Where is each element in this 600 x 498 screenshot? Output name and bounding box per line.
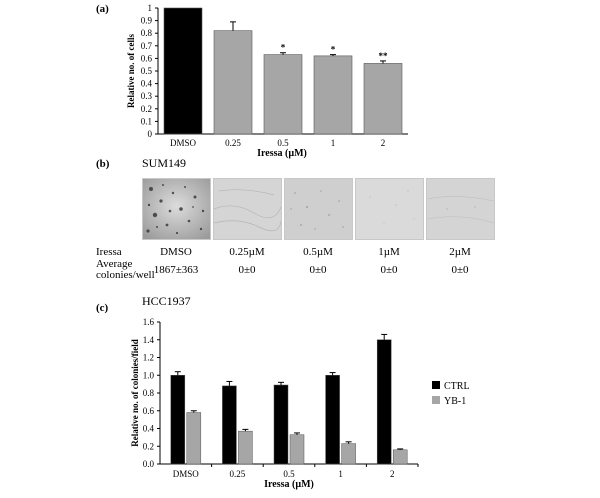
panel-a-bar (213, 30, 253, 135)
colony-count: 0±0 (380, 264, 398, 276)
panel-a-y-label: Relative no. of cells (126, 34, 136, 108)
panel-c-ytick-label: 1.0 (143, 370, 155, 380)
panel-a-ytick-label: 0.8 (141, 28, 153, 38)
panel-a-xtick-label: 0.5 (277, 138, 289, 148)
colony-image-dmso (142, 178, 211, 240)
panel-c-bar-ctrl (222, 385, 237, 465)
panel-a-ytick-label: 1 (148, 3, 153, 13)
legend-yb1-swatch (432, 396, 440, 404)
panel-c-bar-ctrl (170, 375, 186, 465)
colony-count: 0±0 (309, 264, 327, 276)
dose-label: 1µM (378, 246, 400, 258)
colony-count: 0±0 (451, 264, 469, 276)
panel-a-significance: ** (379, 51, 389, 61)
panel-a-xtick-label: 1 (331, 138, 336, 148)
panel-c-ytick-label: 0.2 (143, 441, 154, 451)
legend-ctrl-label: CTRL (444, 381, 470, 392)
dose-label: 2µM (449, 246, 471, 258)
panel-a-ytick-label: 0.2 (141, 104, 152, 114)
panel-c-bar-ctrl (376, 339, 392, 465)
panel-c-xtick-label: DMSO (173, 469, 200, 479)
panel-a-bar (313, 55, 353, 135)
panel-c-bar-ctrl (325, 375, 340, 465)
panel-c-xtick-label: 0.5 (283, 469, 295, 479)
panel-a-ytick-label: 0.3 (141, 91, 153, 101)
panel-a-ytick-label: 0.1 (141, 116, 152, 126)
dose-label: DMSO (160, 246, 192, 258)
colony-count: 1867±363 (153, 264, 199, 276)
panel-a-ytick-label: 0.4 (141, 79, 153, 89)
row-average-label-line1: Average (96, 258, 133, 270)
row-iressa-label: Iressa (96, 246, 122, 258)
panel-a-label: (a) (96, 3, 109, 15)
panel-c-ytick-label: 1.6 (143, 317, 155, 327)
row-average-label: Average colonies/well (96, 259, 155, 281)
colony-image-0.25um (213, 178, 282, 240)
panel-a-xtick-label: 2 (381, 138, 386, 148)
panel-c-ytick-label: 0.4 (143, 424, 155, 434)
legend-yb1-label: YB-1 (444, 396, 466, 407)
colony-image-2um (426, 178, 495, 240)
legend-ctrl-swatch (432, 381, 440, 389)
panel-c-xtick-label: 0.25 (230, 469, 246, 479)
dose-label: 0.5µM (303, 246, 333, 258)
panel-c-bar-yb-1 (186, 412, 202, 465)
colony-image-1um (355, 178, 424, 240)
panel-a-ytick-label: 0.7 (141, 41, 153, 51)
dose-label: 0.25µM (229, 246, 265, 258)
colony-image-0.5um (284, 178, 353, 240)
panel-c-xtick-label: 2 (390, 469, 395, 479)
panel-a-ytick-label: 0.6 (141, 53, 153, 63)
panel-b-cell-line: SUM149 (142, 156, 186, 170)
panel-a-bar (163, 7, 203, 135)
panel-c-x-label: Iressa (µM) (264, 479, 314, 490)
panel-c-title: HCC1937 (142, 294, 191, 308)
panel-a-significance: * (331, 45, 336, 55)
panel-a-ytick-label: 0 (148, 129, 153, 139)
panel-c-bar-yb-1 (341, 443, 356, 465)
panel-c-xtick-label: 1 (338, 469, 343, 479)
panel-c-bar-yb-1 (392, 449, 408, 465)
panel-a-ytick-label: 0.9 (141, 16, 153, 26)
panel-a-ytick-label: 0.5 (141, 66, 153, 76)
panel-a-significance: * (281, 43, 286, 53)
panel-c-ytick-label: 0.8 (143, 388, 155, 398)
colony-count: 0±0 (238, 264, 256, 276)
panel-c-ytick-label: 0.6 (143, 406, 155, 416)
panel-a-xtick-label: DMSO (170, 138, 197, 148)
panel-c-ytick-label: 1.4 (143, 335, 155, 345)
panel-c-y-label: Relative no. of colonies/field (130, 339, 140, 447)
panel-c-ytick-label: 0.0 (143, 459, 155, 469)
row-average-label-line2: colonies/well (96, 269, 155, 281)
panel-a-bar (363, 63, 403, 135)
panel-c-bar-ctrl (273, 384, 289, 465)
panel-c-bar-yb-1 (238, 430, 253, 465)
panel-c-ytick-label: 1.2 (143, 353, 154, 363)
panel-a-xtick-label: 0.25 (225, 138, 241, 148)
panel-a-x-label: Iressa (µM) (257, 148, 307, 159)
panel-b-label: (b) (96, 158, 110, 170)
panel-a-bar (263, 54, 303, 135)
panel-c-bar-yb-1 (289, 434, 305, 465)
panel-c-label: (c) (96, 302, 109, 314)
